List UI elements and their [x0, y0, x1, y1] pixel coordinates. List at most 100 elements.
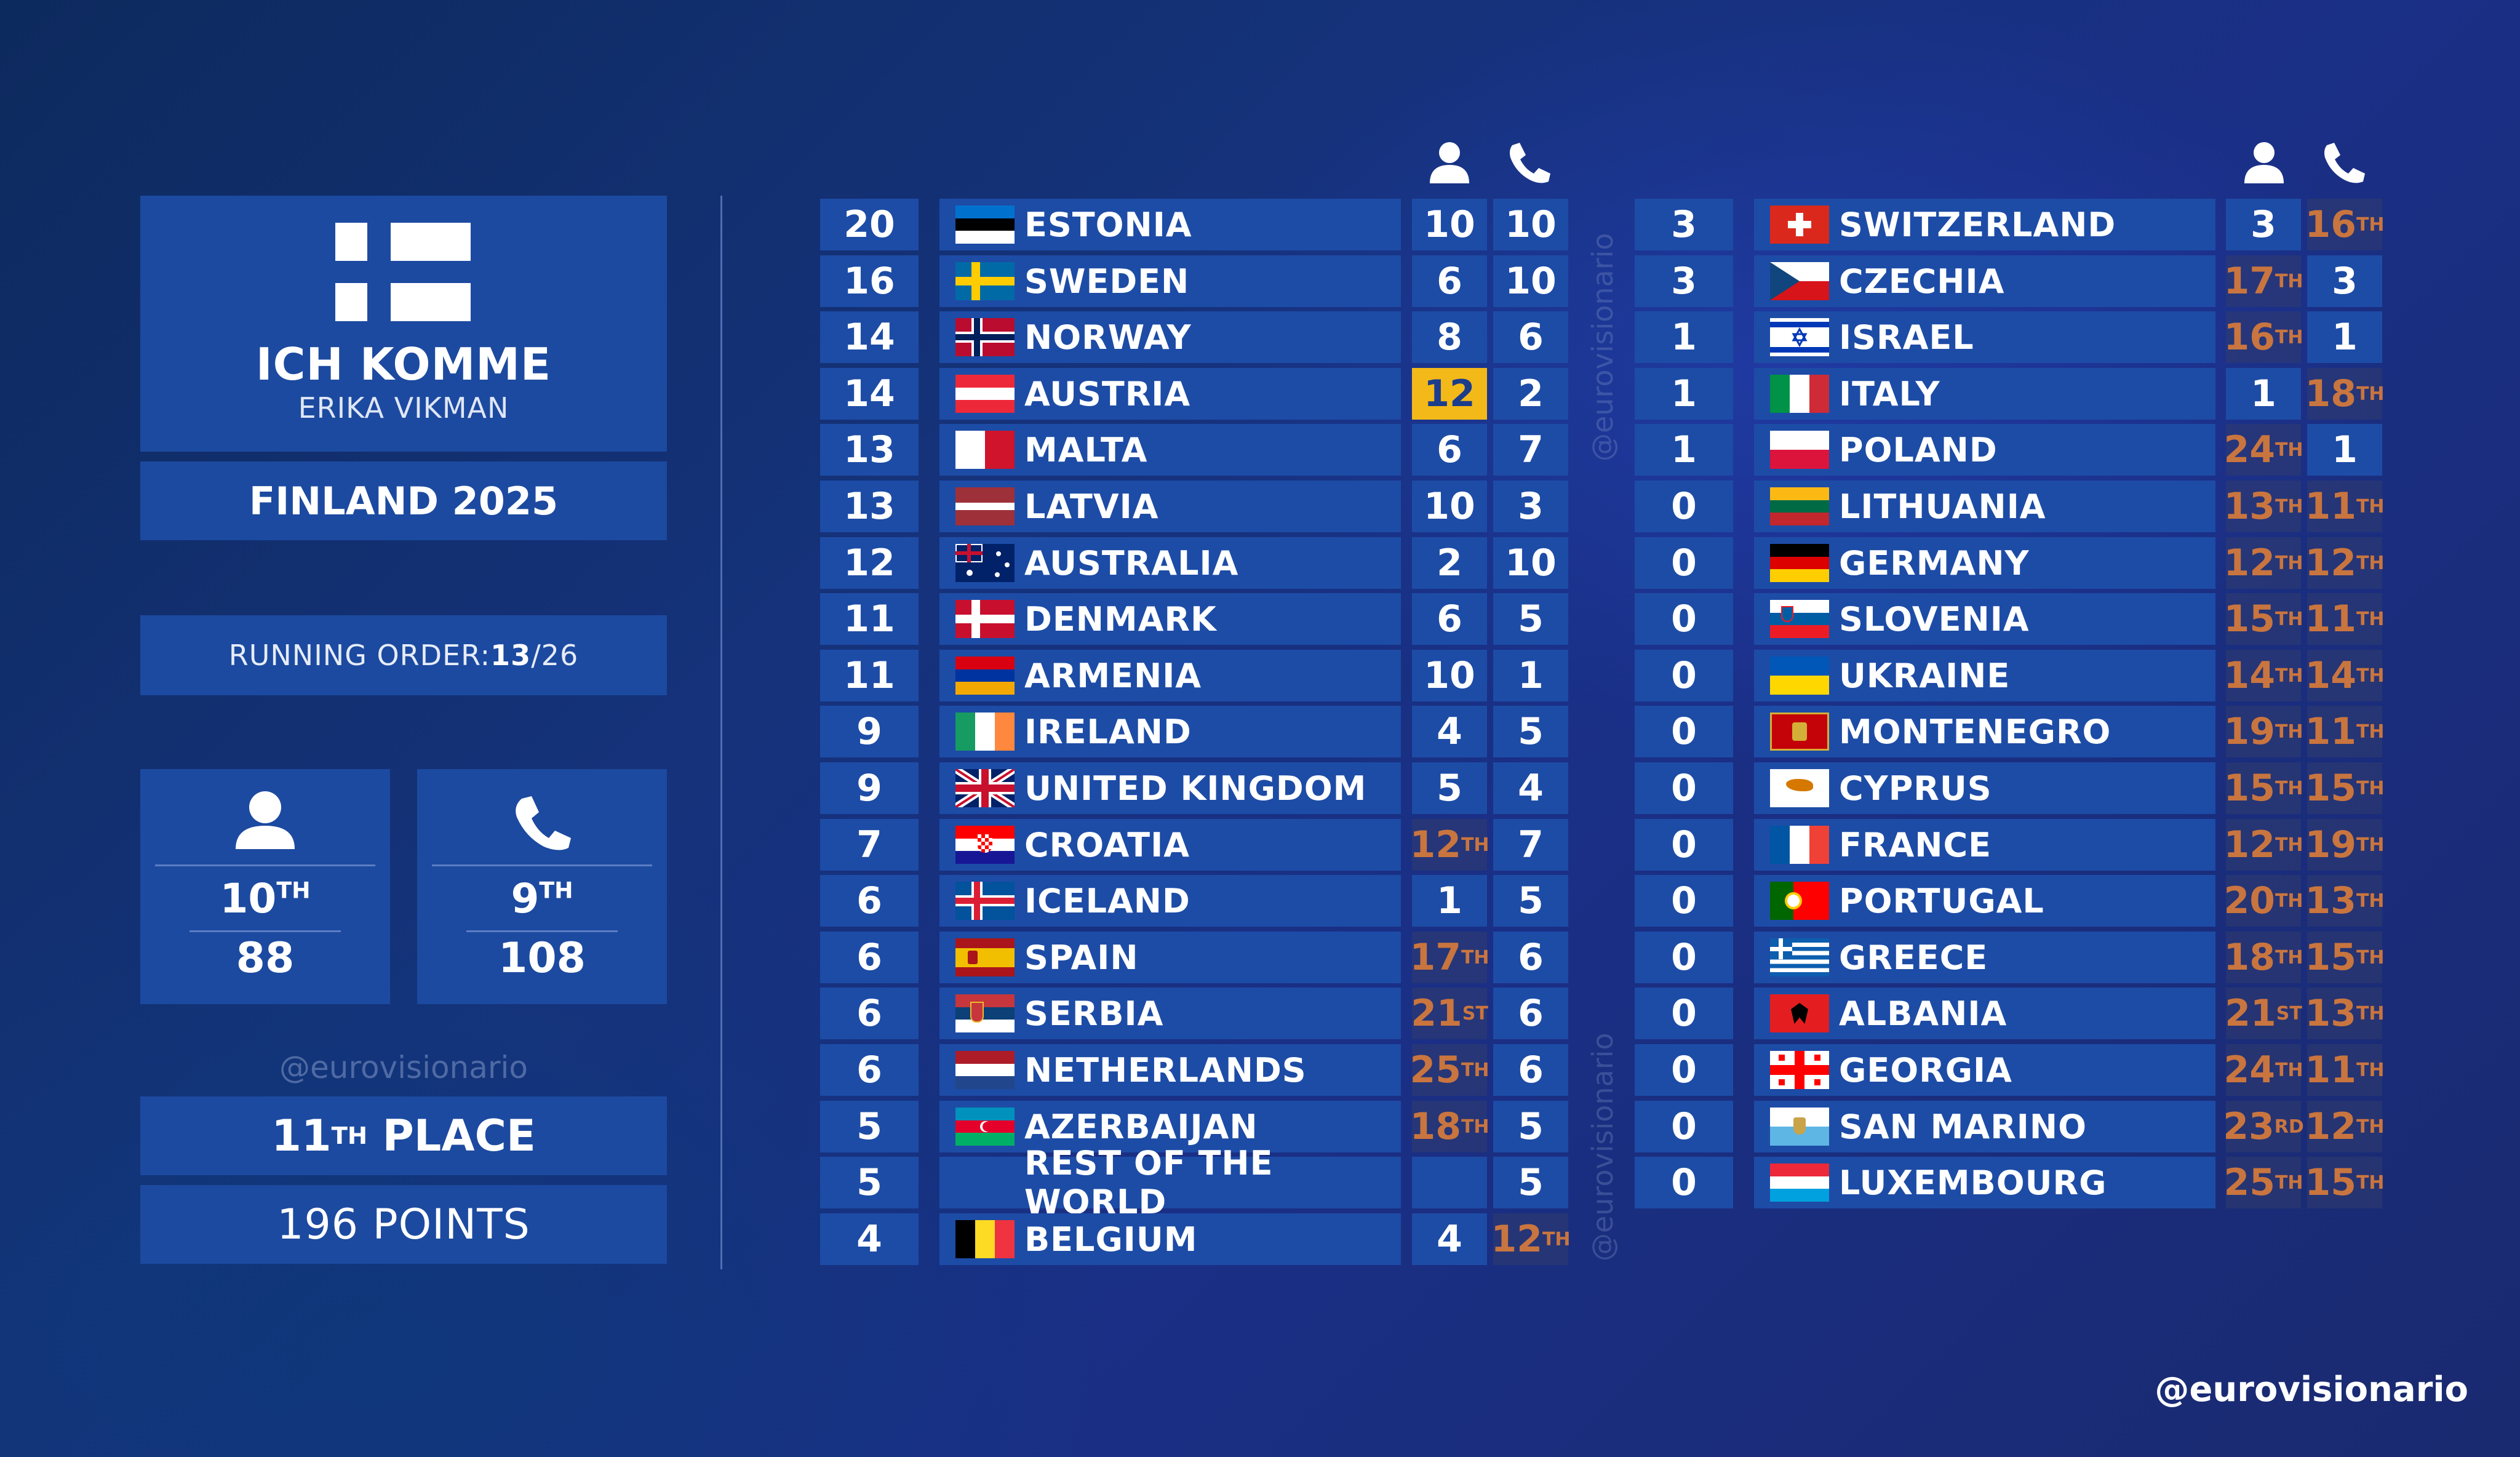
country-cell: POLAND — [1754, 424, 2215, 476]
running-order: RUNNING ORDER: 13/26 — [140, 615, 667, 695]
no-flag — [955, 1164, 1015, 1202]
watermark: @eurovisionario — [279, 1050, 528, 1085]
country-cell: FRANCE — [1754, 819, 2215, 871]
televote-score-cell: 19 TH — [2305, 819, 2385, 871]
jury-rank: 10TH — [220, 875, 311, 922]
divider — [720, 196, 722, 1269]
country-name: AUSTRALIA — [1024, 543, 1239, 583]
televote-score-cell: 5 — [1493, 1157, 1568, 1208]
jury-score-cell: 8 — [1412, 311, 1487, 363]
country-name: GERMANY — [1839, 543, 2030, 583]
person-icon — [236, 791, 295, 849]
total-points-cell: 5 — [820, 1101, 919, 1152]
jury-score-cell: 2 — [1412, 537, 1487, 589]
televote-score-cell: 1 — [1493, 650, 1568, 701]
latvia-flag-icon — [955, 487, 1015, 525]
total-points-cell: 0 — [1635, 819, 1733, 871]
televote-score-cell: 5 — [1493, 875, 1568, 927]
country-cell: ARMENIA — [939, 650, 1401, 701]
country-cell: SPAIN — [939, 932, 1401, 983]
televote-score-cell: 12 TH — [1491, 1213, 1571, 1265]
artist-name: ERIKA VIKMAN — [298, 391, 509, 425]
jury-score-cell: 6 — [1412, 593, 1487, 645]
watermark-vertical: @eurovisionario — [1586, 1032, 1619, 1261]
total-points-cell: 6 — [820, 932, 919, 983]
country-cell: SWEDEN — [939, 255, 1401, 307]
jury-points: 88 — [236, 934, 295, 983]
sanmarino-flag-icon — [1770, 1108, 1829, 1146]
slovenia-flag-icon — [1770, 600, 1829, 638]
jury-score-cell: 5 — [1412, 762, 1487, 814]
total-points-cell: 0 — [1635, 1044, 1733, 1096]
televote-score-cell: 2 — [1493, 368, 1568, 420]
jury-score-cell: 12 TH — [2223, 819, 2303, 871]
croatia-flag-icon — [955, 826, 1015, 864]
country-cell: AUSTRALIA — [939, 537, 1401, 589]
country-name: AZERBAIJAN — [1024, 1107, 1258, 1146]
country-cell: BELGIUM — [939, 1213, 1401, 1265]
watermark-vertical: @eurovisionario — [1586, 233, 1619, 461]
country-name: SWEDEN — [1024, 261, 1190, 301]
country-cell: REST OF THE WORLD — [939, 1144, 1401, 1221]
televote-score-cell: 6 — [1493, 311, 1568, 363]
total-points-cell: 9 — [820, 762, 919, 814]
total-points-cell: 5 — [820, 1157, 919, 1208]
total-points-cell: 9 — [820, 706, 919, 757]
country-name: LATVIA — [1024, 487, 1159, 526]
jury-score-cell: 15 TH — [2223, 762, 2303, 814]
televote-score-cell: 11 TH — [2305, 593, 2385, 645]
total-points-cell: 0 — [1635, 650, 1733, 701]
jury-score-cell: 25 TH — [2223, 1157, 2303, 1208]
azerbaijan-flag-icon — [955, 1108, 1015, 1146]
country-cell: SERBIA — [939, 988, 1401, 1039]
jury-score-cell: 21 ST — [2225, 988, 2302, 1039]
country-cell: PORTUGAL — [1754, 875, 2215, 927]
person-icon — [2244, 142, 2284, 183]
final-place: 11 TH PLACE — [140, 1096, 667, 1175]
country-name: SLOVENIA — [1839, 599, 2030, 639]
total-points-cell: 1 — [1635, 424, 1733, 476]
country-name: ITALY — [1839, 374, 1940, 413]
total-points-cell: 6 — [820, 988, 919, 1039]
total-points-cell: 14 — [820, 311, 919, 363]
greece-flag-icon — [1770, 938, 1829, 976]
country-year: FINLAND 2025 — [140, 461, 667, 540]
country-name: DENMARK — [1024, 599, 1217, 639]
country-name: ALBANIA — [1839, 994, 2008, 1033]
country-name: NETHERLANDS — [1024, 1050, 1307, 1090]
country-cell: SAN MARINO — [1754, 1101, 2215, 1152]
total-points-cell: 0 — [1635, 706, 1733, 757]
jury-score-cell: 14 TH — [2223, 650, 2303, 701]
jury-stat-card: 10TH 88 — [140, 769, 390, 1004]
germany-flag-icon — [1770, 544, 1829, 582]
israel-flag-icon — [1770, 318, 1829, 356]
jury-score-cell: 24 TH — [2223, 1044, 2303, 1096]
televote-score-cell: 1 — [2307, 424, 2382, 476]
country-name: POLAND — [1839, 430, 1998, 469]
total-points-cell: 6 — [820, 875, 919, 927]
jury-score-cell: 13 TH — [2223, 481, 2303, 532]
televote-score-cell: 7 — [1493, 819, 1568, 871]
country-name: GREECE — [1839, 938, 1988, 977]
country-name: SPAIN — [1024, 938, 1139, 977]
jury-score-cell: 6 — [1412, 424, 1487, 476]
country-cell: LATVIA — [939, 481, 1401, 532]
jury-score-cell: 10 — [1412, 199, 1487, 250]
total-points-cell: 11 — [820, 650, 919, 701]
czechia-flag-icon — [1770, 262, 1829, 300]
televote-score-cell: 10 — [1493, 255, 1568, 307]
total-points-cell: 0 — [1635, 481, 1733, 532]
jury-score-cell: 10 — [1412, 650, 1487, 701]
country-name: GEORGIA — [1839, 1050, 2012, 1090]
country-cell: SWITZERLAND — [1754, 199, 2215, 250]
jury-score-cell: 10 — [1412, 481, 1487, 532]
country-cell: ESTONIA — [939, 199, 1401, 250]
jury-score-cell: 20 TH — [2223, 875, 2303, 927]
poland-flag-icon — [1770, 431, 1829, 469]
jury-score-cell: 21 ST — [1411, 988, 1488, 1039]
country-name: UKRAINE — [1839, 656, 2011, 695]
country-cell: MALTA — [939, 424, 1401, 476]
jury-score-cell: 17 TH — [1410, 932, 1489, 983]
switzerland-flag-icon — [1770, 206, 1829, 244]
total-points-cell: 7 — [820, 819, 919, 871]
